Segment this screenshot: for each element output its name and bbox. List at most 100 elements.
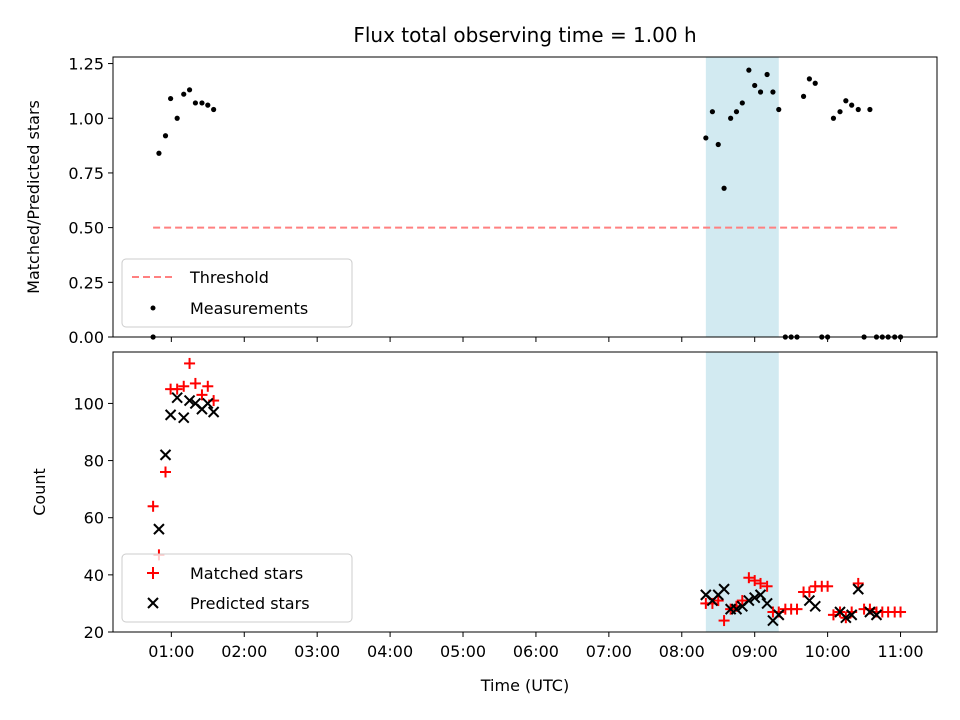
matched-stars-point <box>761 580 773 592</box>
top-plot-frame <box>112 56 938 338</box>
predicted-stars-point <box>809 600 821 612</box>
x-tick-label: 08:00 <box>659 642 705 661</box>
predicted-stars-point <box>754 589 767 601</box>
measurements-point <box>843 98 849 104</box>
predicted-stars-point <box>761 597 773 610</box>
predicted-stars-point <box>202 397 214 410</box>
predicted-stars-point <box>840 612 852 624</box>
measurements-point <box>752 82 758 89</box>
measurements-point <box>186 87 193 93</box>
measurements-point <box>733 109 740 115</box>
matched-stars-point <box>852 577 864 589</box>
matched-stars-point <box>712 595 724 607</box>
measurements-point <box>156 150 162 156</box>
bottom-legend: Matched stars Predicted stars <box>121 553 353 623</box>
legend-matched-label: Matched stars <box>190 564 303 583</box>
top-panel: 0.00 0.25 0.50 0.75 1.00 1.25 Matched/Predict… <box>24 55 938 347</box>
matched-stars-point <box>791 603 803 615</box>
measurements-point <box>764 71 770 78</box>
measurements-point <box>806 76 812 82</box>
legend-measurements-label: Measurements <box>190 299 308 318</box>
predicted-stars-point <box>773 609 785 621</box>
bottom-panel: 20 40 60 80 100 01:00 02:00 03:00 04:00 05:00 06:0… <box>30 351 938 695</box>
top-y-tick-label: 1.00 <box>68 109 104 128</box>
measurements-point <box>837 109 843 115</box>
bottom-plot-frame <box>112 351 938 633</box>
predicted-stars-point <box>870 609 883 621</box>
matched-stars-point <box>755 577 767 589</box>
measurements-point <box>205 102 211 108</box>
measurements-point <box>703 135 709 141</box>
matched-stars-point <box>196 389 208 401</box>
predicted-stars-point <box>178 412 190 424</box>
measurements-point <box>174 115 180 121</box>
measurements-point <box>739 100 745 106</box>
top-y-tick-label: 0.25 <box>68 273 104 292</box>
matched-stars-point <box>147 500 159 512</box>
x-tick-label: 10:00 <box>805 642 851 661</box>
measurements-point <box>757 89 764 95</box>
top-shaded-region <box>705 57 779 337</box>
predicted-stars-point <box>183 394 196 407</box>
predicted-stars-point <box>748 592 761 604</box>
matched-stars-point <box>171 383 183 395</box>
x-tick-label: 11:00 <box>877 642 923 661</box>
legend-predicted-swatch <box>147 597 159 609</box>
bottom-y-tick-label: 60 <box>84 509 104 528</box>
predicted-stars-point <box>743 594 755 607</box>
measurements-point <box>192 100 198 106</box>
measurements-point <box>211 106 217 113</box>
top-y-tick-label: 0.50 <box>68 219 104 238</box>
predicted-stars-point <box>845 609 858 621</box>
matched-stars-point <box>749 575 761 587</box>
top-y-tick-label: 0.00 <box>68 328 104 347</box>
x-tick-label: 03:00 <box>294 642 340 661</box>
matched-stars-point <box>718 615 730 627</box>
x-tick-label: 05:00 <box>440 642 486 661</box>
chart-title: Flux total observing time = 1.00 h <box>353 23 696 47</box>
matched-stars-point <box>178 380 190 392</box>
x-tick-label: 02:00 <box>221 642 267 661</box>
measurements-point <box>715 141 721 148</box>
measurements-point <box>855 106 861 113</box>
x-axis-label: Time (UTC) <box>480 676 569 695</box>
x-tick-label: 09:00 <box>732 642 778 661</box>
measurements-point <box>168 95 174 102</box>
measurements-point <box>162 133 169 139</box>
legend-measurements-swatch <box>150 305 156 311</box>
predicted-stars-point <box>153 523 165 535</box>
legend-matched-swatch <box>147 567 159 579</box>
predicted-stars-point <box>730 603 743 615</box>
matched-stars-point <box>736 595 748 607</box>
measurements-point <box>709 109 716 115</box>
predicted-stars-point <box>207 406 220 418</box>
measurements-point <box>812 80 818 86</box>
top-y-axis-label: Matched/Predicted stars <box>24 100 43 294</box>
measurements-point <box>830 115 837 121</box>
legend-threshold-label: Threshold <box>189 268 269 287</box>
top-y-tick-label: 1.25 <box>68 55 104 74</box>
bottom-y-tick-label: 80 <box>84 452 104 471</box>
x-tick-label: 07:00 <box>586 642 632 661</box>
measurements-point <box>770 89 776 95</box>
measurements-point <box>181 91 187 97</box>
matched-stars-point <box>160 466 172 478</box>
matched-stars-point <box>743 572 755 584</box>
measurements-point <box>728 115 734 121</box>
predicted-stars-point <box>718 583 730 595</box>
measurements-point <box>721 185 727 191</box>
bottom-y-tick-label: 40 <box>84 566 104 585</box>
matched-stars-point <box>895 606 907 618</box>
matched-stars-point <box>822 580 834 592</box>
predicted-stars-point <box>159 449 172 461</box>
predicted-stars-point <box>164 409 177 421</box>
matched-stars-point <box>189 377 201 389</box>
top-y-tick-label: 0.75 <box>68 164 104 183</box>
matched-stars-point <box>184 357 196 369</box>
legend-predicted-label: Predicted stars <box>190 594 310 613</box>
bottom-y-tick-label: 20 <box>84 623 104 642</box>
measurements-point <box>746 67 752 73</box>
predicted-stars-point <box>864 606 876 618</box>
measurements-point <box>776 106 782 113</box>
measurements-point <box>800 93 807 99</box>
